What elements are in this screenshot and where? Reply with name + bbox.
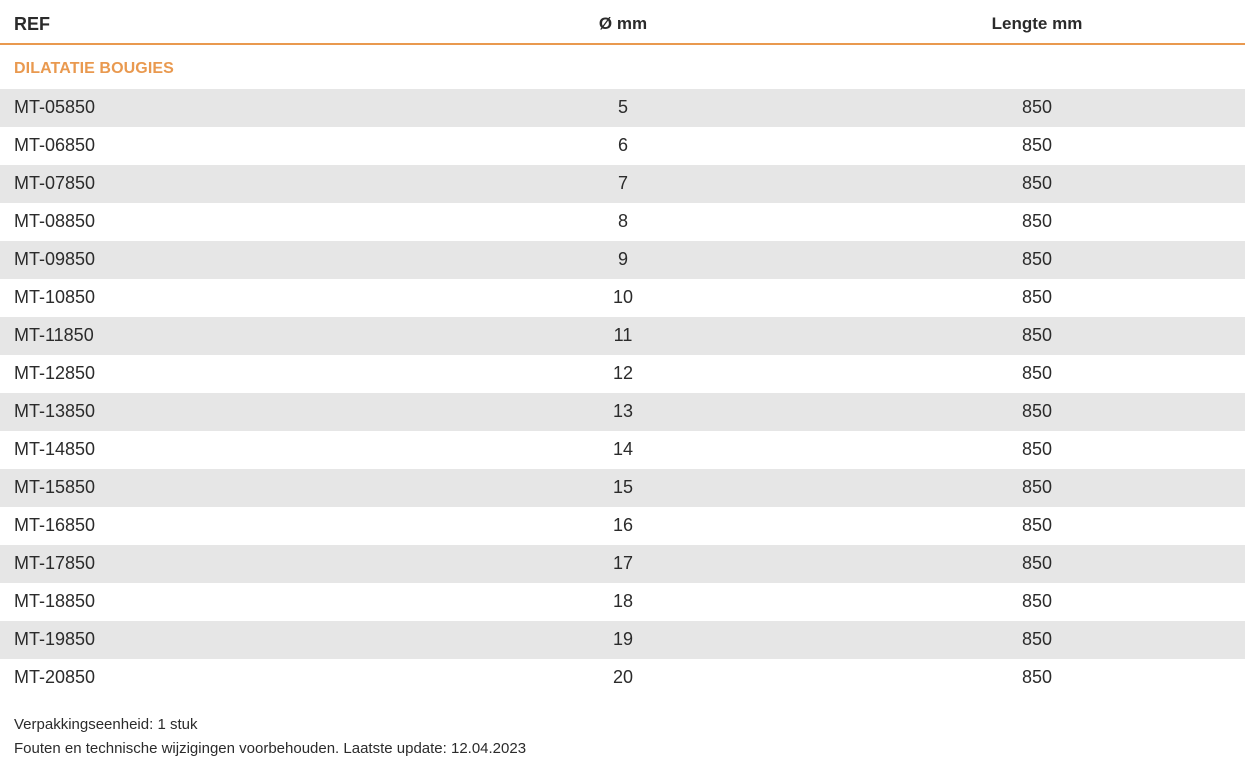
cell-ref: MT-17850 <box>14 553 96 573</box>
cell-diameter: 17 <box>612 553 634 573</box>
table-row: MT-07850 7 850 <box>0 165 1245 203</box>
table-row: MT-14850 14 850 <box>0 431 1245 469</box>
cell-diameter: 7 <box>617 173 628 193</box>
section-title: DILATATIE BOUGIES <box>14 60 174 77</box>
cell-ref: MT-15850 <box>14 477 96 497</box>
cell-ref: MT-12850 <box>14 363 96 383</box>
cell-ref: MT-13850 <box>14 401 96 421</box>
cell-diameter: 11 <box>613 325 633 345</box>
cell-length: 850 <box>1021 97 1053 117</box>
cell-length: 850 <box>1021 173 1053 193</box>
table-header: REF Ø mm Lengte mm <box>0 0 1245 45</box>
table-row: MT-11850 11 850 <box>0 317 1245 355</box>
table-row: MT-09850 9 850 <box>0 241 1245 279</box>
product-table: REF Ø mm Lengte mm DILATATIE BOUGIES MT-… <box>0 0 1245 697</box>
cell-ref: MT-14850 <box>14 439 96 459</box>
cell-length: 850 <box>1021 515 1053 535</box>
cell-length: 850 <box>1021 249 1053 269</box>
cell-length: 850 <box>1021 439 1053 459</box>
table-row: MT-10850 10 850 <box>0 279 1245 317</box>
cell-ref: MT-19850 <box>14 629 96 649</box>
footer: Verpakkingseenheid: 1 stuk Fouten en tec… <box>14 713 526 761</box>
table-row: MT-20850 20 850 <box>0 659 1245 697</box>
cell-length: 850 <box>1021 363 1053 383</box>
cell-ref: MT-09850 <box>14 249 96 269</box>
table-row: MT-08850 8 850 <box>0 203 1245 241</box>
cell-diameter: 16 <box>612 515 634 535</box>
cell-diameter: 10 <box>612 287 634 307</box>
table-row: MT-17850 17 850 <box>0 545 1245 583</box>
cell-diameter: 20 <box>612 667 634 687</box>
cell-length: 850 <box>1021 553 1053 573</box>
cell-length: 850 <box>1021 211 1053 231</box>
disclaimer-note: Fouten en technische wijzigingen voorbeh… <box>14 740 527 757</box>
table-row: MT-05850 5 850 <box>0 89 1245 127</box>
cell-ref: MT-07850 <box>14 173 96 193</box>
cell-diameter: 18 <box>612 591 634 611</box>
cell-ref: MT-10850 <box>14 287 96 307</box>
table-row: MT-15850 15 850 <box>0 469 1245 507</box>
table-row: MT-19850 19 850 <box>0 621 1245 659</box>
header-length: Lengte mm <box>991 14 1083 33</box>
packaging-note: Verpakkingseenheid: 1 stuk <box>14 716 198 733</box>
header-diameter: Ø mm <box>598 14 648 33</box>
section-header: DILATATIE BOUGIES <box>0 45 1245 89</box>
header-ref: REF <box>14 14 50 34</box>
cell-ref: MT-11850 <box>14 325 94 345</box>
table-row: MT-06850 6 850 <box>0 127 1245 165</box>
cell-ref: MT-05850 <box>14 97 96 117</box>
cell-diameter: 15 <box>612 477 634 497</box>
table-row: MT-18850 18 850 <box>0 583 1245 621</box>
cell-diameter: 8 <box>617 211 628 231</box>
cell-ref: MT-20850 <box>14 667 96 687</box>
cell-diameter: 14 <box>612 439 634 459</box>
cell-ref: MT-06850 <box>14 135 96 155</box>
table-row: MT-12850 12 850 <box>0 355 1245 393</box>
cell-diameter: 5 <box>617 97 628 117</box>
table-body: MT-05850 5 850 MT-06850 6 850 MT-07850 7 850 MT-0… <box>0 89 1245 697</box>
cell-length: 850 <box>1021 135 1053 155</box>
cell-length: 850 <box>1021 591 1053 611</box>
cell-length: 850 <box>1021 401 1053 421</box>
cell-length: 850 <box>1021 325 1053 345</box>
cell-length: 850 <box>1021 477 1053 497</box>
cell-diameter: 12 <box>612 363 634 383</box>
cell-length: 850 <box>1021 629 1053 649</box>
cell-diameter: 9 <box>617 249 628 269</box>
cell-length: 850 <box>1021 287 1053 307</box>
cell-length: 850 <box>1021 667 1053 687</box>
cell-diameter: 19 <box>612 629 634 649</box>
cell-ref: MT-08850 <box>14 211 96 231</box>
cell-ref: MT-18850 <box>14 591 96 611</box>
cell-diameter: 6 <box>617 135 628 155</box>
cell-ref: MT-16850 <box>14 515 96 535</box>
cell-diameter: 13 <box>612 401 634 421</box>
table-row: MT-16850 16 850 <box>0 507 1245 545</box>
table-row: MT-13850 13 850 <box>0 393 1245 431</box>
